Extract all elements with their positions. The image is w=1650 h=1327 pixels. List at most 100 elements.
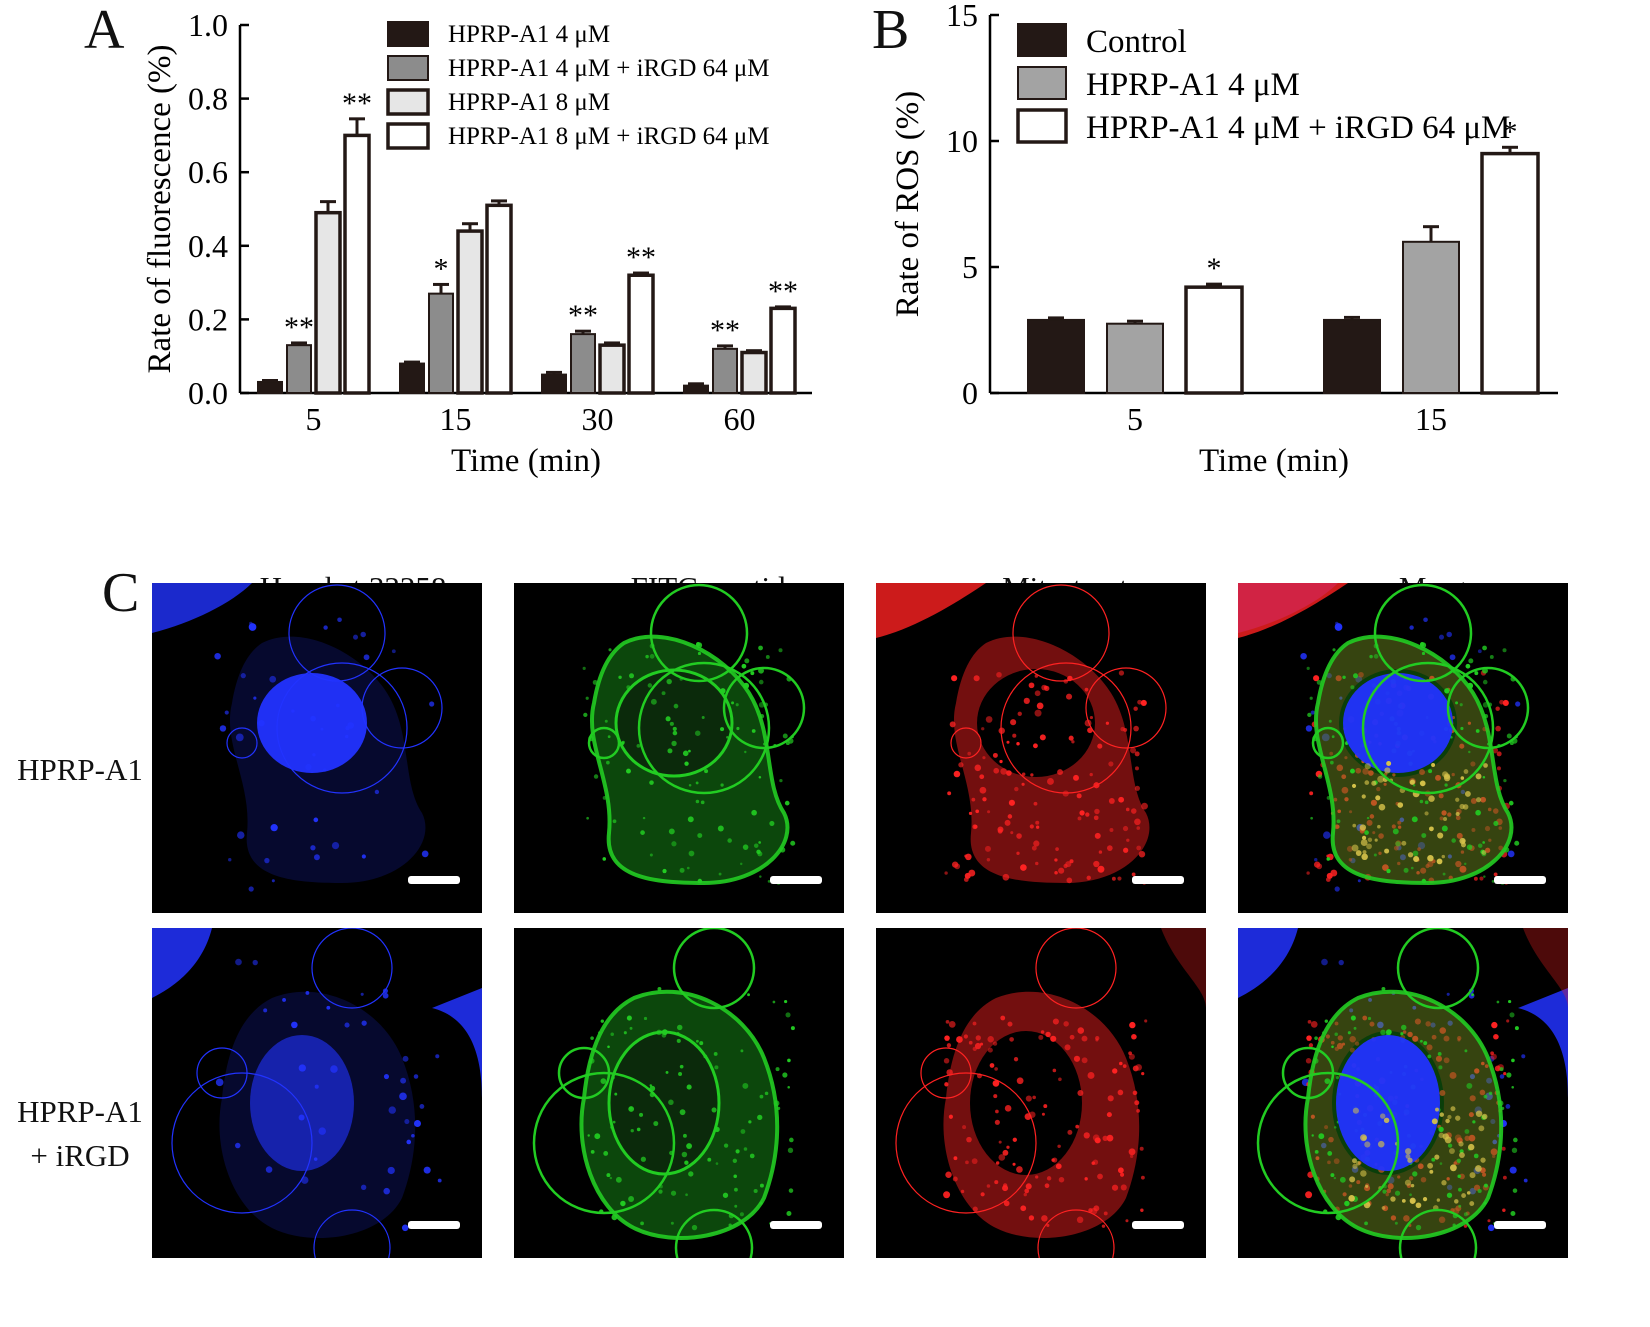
speckle [320, 727, 324, 731]
speckle [1032, 1095, 1036, 1100]
speckle [1050, 1035, 1057, 1042]
speckle [989, 1063, 995, 1068]
speckle [790, 1026, 795, 1031]
speckle [1474, 1068, 1480, 1074]
speckle [645, 654, 649, 659]
speckle [1321, 958, 1328, 966]
speckle [722, 1192, 729, 1198]
speckle [744, 658, 750, 664]
speckle [1366, 843, 1372, 850]
speckle [1117, 1167, 1124, 1174]
speckle [672, 726, 677, 731]
speckle [726, 735, 729, 739]
x-tick-label: 30 [582, 401, 614, 437]
speckle [688, 749, 691, 753]
speckle [263, 1008, 268, 1013]
neighbor-cell [1523, 928, 1568, 1008]
bar [314, 210, 342, 395]
speckle [720, 727, 725, 732]
speckle [1477, 843, 1483, 848]
speckle [1334, 886, 1340, 892]
speckle [313, 854, 320, 861]
speckle [1068, 735, 1074, 741]
speckle [1347, 1031, 1351, 1035]
speckle [1482, 1172, 1487, 1177]
speckle [361, 854, 366, 859]
speckle [1393, 845, 1399, 851]
speckle [1447, 854, 1452, 859]
speckle [326, 1005, 331, 1010]
speckle [649, 853, 653, 857]
speckle [1447, 1114, 1452, 1120]
speckle [703, 1054, 708, 1059]
speckle [593, 774, 599, 779]
speckle [740, 862, 743, 866]
speckle [658, 1189, 663, 1194]
speckle [740, 1129, 746, 1134]
speckle [673, 703, 679, 709]
speckle [1348, 1184, 1353, 1188]
speckle [318, 1127, 326, 1135]
speckle [756, 849, 761, 855]
scale-bar [1494, 1221, 1546, 1229]
speckle [1412, 1171, 1418, 1177]
speckle [1377, 824, 1381, 829]
speckle [1350, 768, 1355, 774]
vesicle-outline [276, 662, 408, 794]
speckle [1033, 801, 1038, 806]
speckle [676, 1032, 680, 1036]
speckle [1323, 831, 1331, 839]
vesicle-outline [1085, 667, 1167, 749]
speckle [234, 1142, 241, 1149]
speckle [1501, 1146, 1506, 1151]
bar [570, 333, 596, 394]
cell-membrane [1313, 634, 1514, 886]
x-tick-label: 15 [440, 401, 472, 437]
speckle [630, 1129, 634, 1133]
speckle [1094, 832, 1101, 839]
speckle [400, 1077, 407, 1084]
speckle [984, 845, 991, 852]
speckle [1503, 778, 1507, 783]
speckle [1309, 791, 1314, 796]
speckle [1422, 1197, 1428, 1202]
speckle [1410, 866, 1414, 870]
speckle [972, 824, 978, 830]
speckle [1006, 740, 1010, 744]
micrograph-fitc-row2 [514, 928, 844, 1258]
speckle [1117, 876, 1122, 881]
speckle [723, 1143, 729, 1148]
speckle [1328, 1136, 1334, 1143]
speckle [1140, 699, 1147, 707]
micrograph-drawing [152, 928, 482, 1258]
legend-label: HPRP-A1 8 μM + iRGD 64 μM [448, 123, 770, 150]
speckle [758, 776, 762, 779]
speckle [1445, 1118, 1450, 1124]
speckle [1091, 1161, 1096, 1165]
speckle [1106, 1112, 1112, 1118]
legend-label: Control [1086, 24, 1187, 60]
micrograph-fitc-row1 [514, 583, 844, 913]
speckle [585, 696, 589, 700]
speckle [1086, 875, 1091, 881]
speckle [1012, 1137, 1017, 1142]
speckle [980, 1042, 984, 1046]
speckle [1475, 809, 1481, 816]
micrograph-drawing [582, 583, 806, 886]
speckle [679, 1109, 686, 1116]
speckle [1073, 1055, 1081, 1062]
speckle [1447, 1143, 1453, 1148]
speckle [694, 730, 701, 736]
speckle [1459, 1152, 1465, 1159]
speckle [649, 654, 655, 659]
speckle [1394, 1190, 1401, 1196]
speckle [1306, 871, 1310, 875]
speckle [1509, 1166, 1517, 1174]
speckle [235, 958, 242, 966]
speckle [1456, 832, 1463, 839]
speckle [606, 760, 610, 765]
speckle [1449, 1071, 1457, 1079]
speckle [1401, 840, 1407, 846]
speckle [1420, 1176, 1427, 1183]
